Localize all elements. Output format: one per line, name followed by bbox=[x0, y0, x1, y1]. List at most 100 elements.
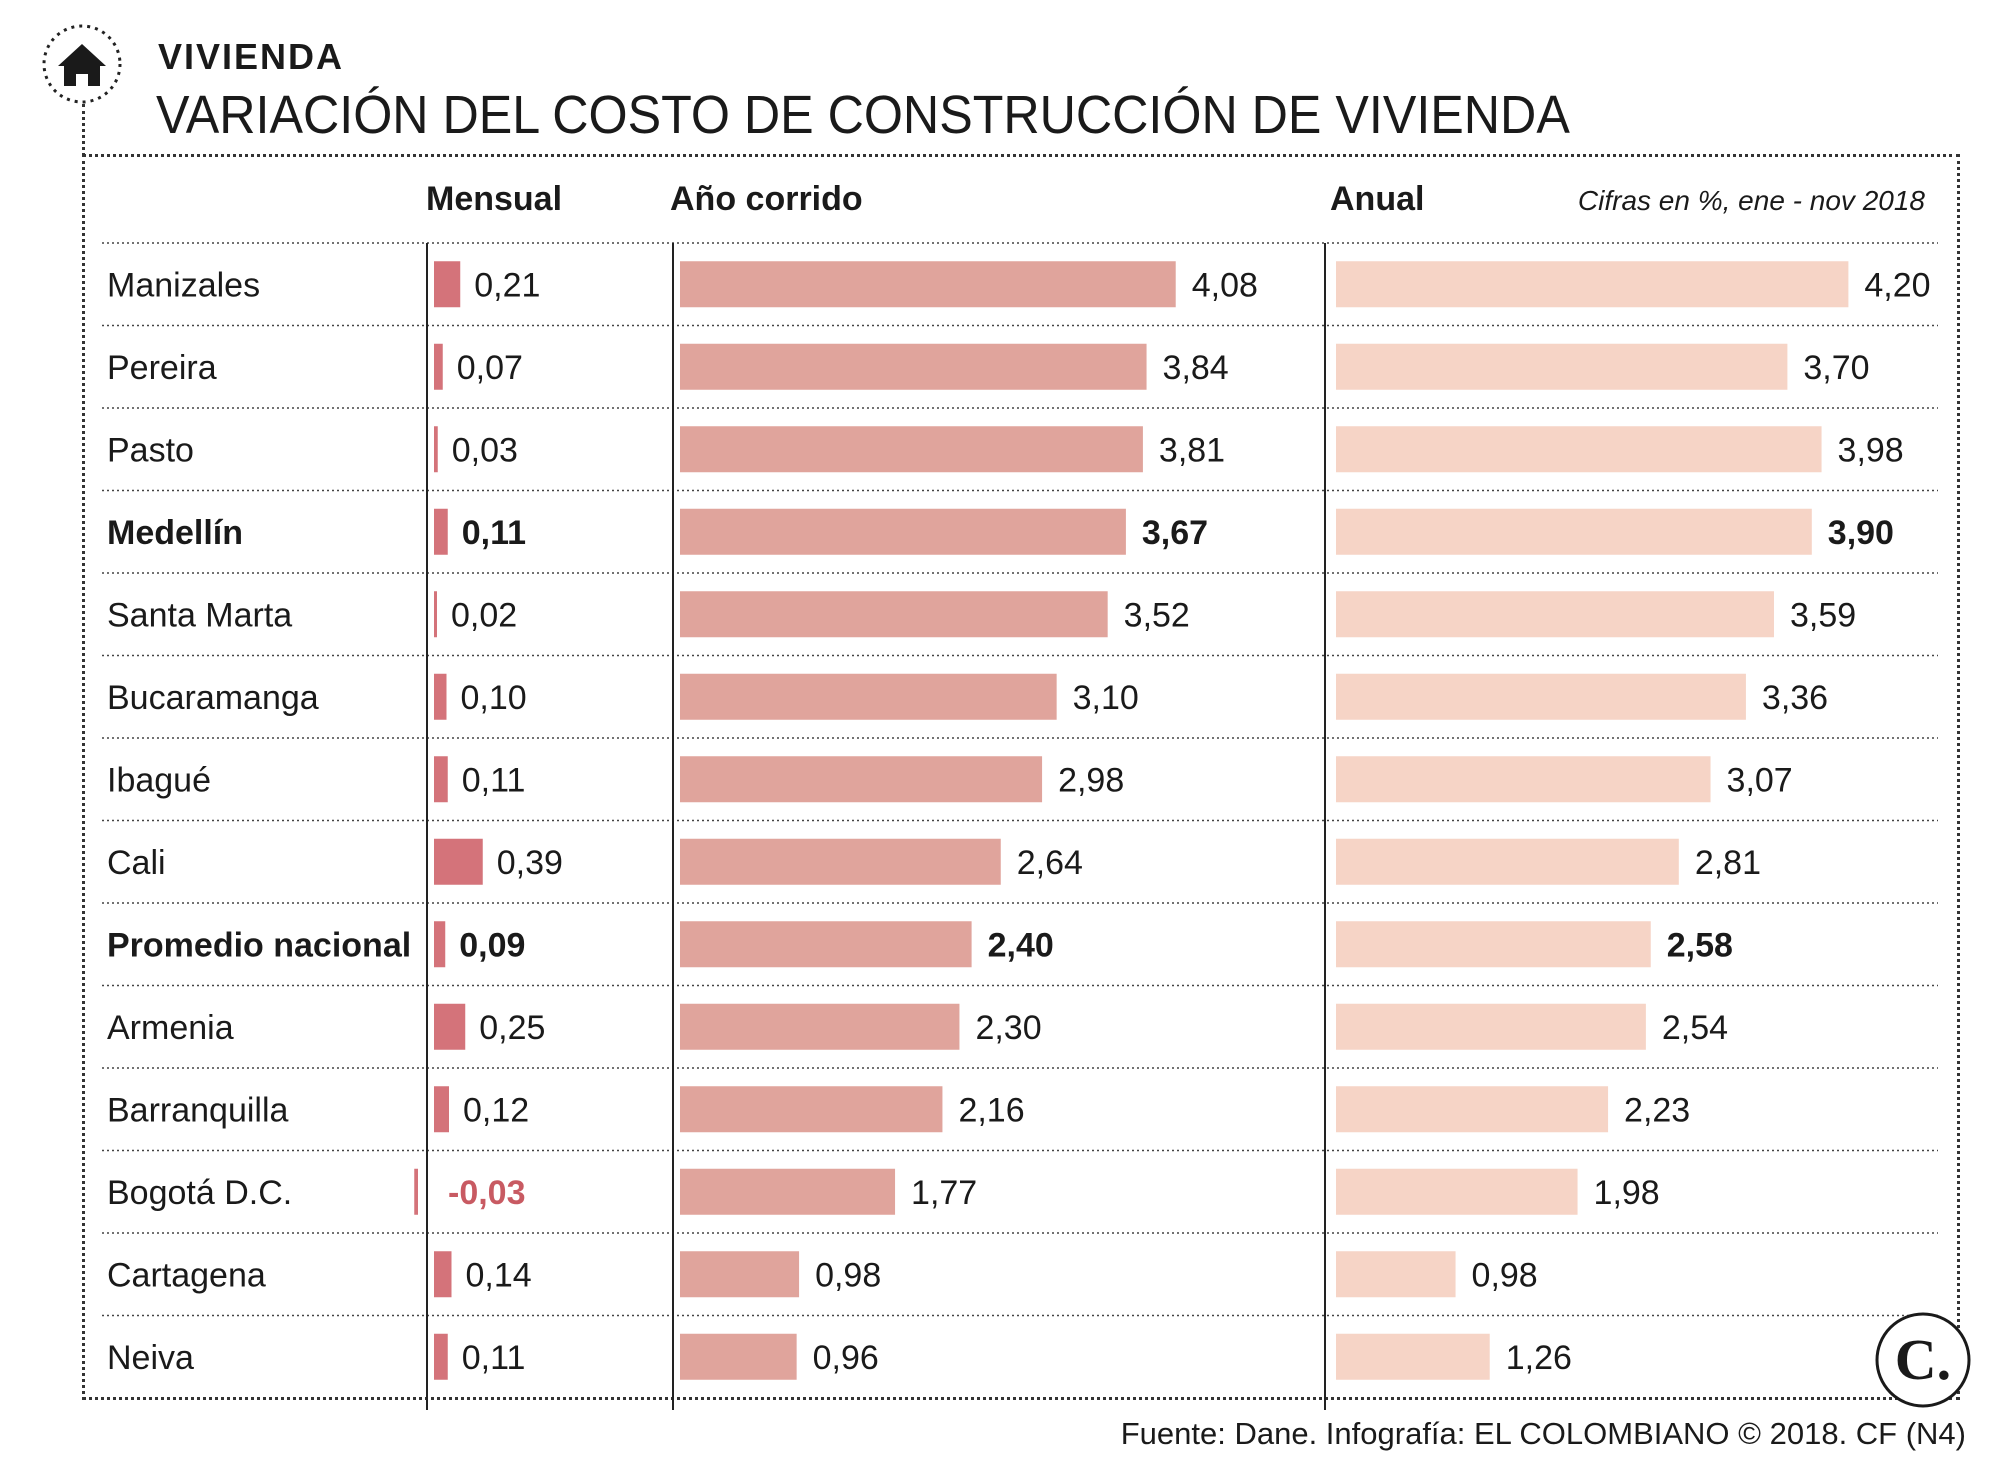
anual-bar bbox=[1336, 673, 1746, 720]
ano-corrido-value-label: 1,77 bbox=[911, 1174, 977, 1212]
anual-bar bbox=[1336, 261, 1849, 308]
ano-corrido-value-label: 0,98 bbox=[815, 1256, 881, 1294]
anual-value-label: 4,20 bbox=[1864, 266, 1930, 304]
anual-value-label: 3,36 bbox=[1762, 679, 1828, 717]
ano-corrido-value-label: 3,52 bbox=[1124, 596, 1190, 634]
anual-bar bbox=[1336, 1086, 1609, 1133]
ano-corrido-bar bbox=[680, 261, 1176, 308]
category-label: Barranquilla bbox=[107, 1091, 289, 1129]
mensual-bar bbox=[434, 343, 443, 390]
mensual-value-label: 0,09 bbox=[459, 926, 525, 964]
page-title: VARIACIÓN DEL COSTO DE CONSTRUCCIÓN DE V… bbox=[156, 85, 1570, 145]
anual-bar bbox=[1336, 1251, 1456, 1298]
frame-leader-line bbox=[82, 104, 85, 156]
mensual-value-label: 0,21 bbox=[474, 266, 540, 304]
ano-corrido-value-label: 3,84 bbox=[1163, 349, 1229, 387]
mensual-bar bbox=[434, 1086, 449, 1133]
ano-corrido-bar bbox=[680, 1333, 797, 1380]
category-label: Pasto bbox=[107, 431, 194, 469]
ano-corrido-bar bbox=[680, 673, 1057, 720]
ano-corrido-bar bbox=[680, 426, 1143, 473]
ano-corrido-bar bbox=[680, 1086, 943, 1133]
section-label: VIVIENDA bbox=[158, 36, 345, 77]
mensual-bar bbox=[434, 673, 447, 720]
mensual-value-label: 0,39 bbox=[497, 844, 563, 882]
anual-bar bbox=[1336, 1003, 1646, 1050]
mensual-value-label: 0,11 bbox=[462, 761, 526, 799]
ano-corrido-value-label: 2,98 bbox=[1058, 761, 1124, 799]
mensual-bar bbox=[434, 1003, 466, 1050]
mensual-bar bbox=[434, 838, 483, 885]
category-label: Santa Marta bbox=[107, 596, 292, 634]
ano-corrido-value-label: 3,67 bbox=[1142, 514, 1208, 552]
column-header-ano-corrido: Año corrido bbox=[670, 180, 863, 218]
anual-value-label: 3,59 bbox=[1790, 596, 1856, 634]
ano-corrido-bar bbox=[680, 1003, 960, 1050]
anual-value-label: 1,98 bbox=[1594, 1174, 1660, 1212]
column-header-mensual: Mensual bbox=[426, 180, 562, 218]
anual-value-label: 0,98 bbox=[1472, 1256, 1538, 1294]
ano-corrido-value-label: 2,30 bbox=[975, 1009, 1041, 1047]
category-label: Armenia bbox=[107, 1009, 234, 1047]
category-label: Cali bbox=[107, 844, 166, 882]
anual-bar bbox=[1336, 1168, 1578, 1215]
mensual-bar bbox=[434, 921, 446, 968]
category-label: Manizales bbox=[107, 266, 260, 304]
mensual-bar bbox=[434, 1251, 452, 1298]
el-colombiano-logo: C. bbox=[1875, 1312, 1971, 1408]
mensual-bar bbox=[414, 1168, 418, 1215]
mensual-bar bbox=[434, 426, 438, 473]
ano-corrido-value-label: 3,10 bbox=[1073, 679, 1139, 717]
category-label: Pereira bbox=[107, 349, 217, 387]
chart-frame bbox=[82, 154, 1960, 1400]
ano-corrido-bar bbox=[680, 508, 1126, 555]
ano-corrido-value-label: 3,81 bbox=[1159, 431, 1225, 469]
anual-value-label: 2,58 bbox=[1667, 926, 1733, 964]
anual-bar bbox=[1336, 343, 1788, 390]
mensual-bar bbox=[434, 756, 448, 803]
units-note: Cifras en %, ene - nov 2018 bbox=[1578, 185, 1926, 216]
anual-value-label: 3,98 bbox=[1838, 431, 1904, 469]
ano-corrido-bar bbox=[680, 1251, 800, 1298]
ano-corrido-bar bbox=[680, 838, 1001, 885]
ano-corrido-bar bbox=[680, 343, 1147, 390]
ano-corrido-value-label: 2,64 bbox=[1017, 844, 1083, 882]
anual-bar bbox=[1336, 1333, 1490, 1380]
mensual-value-label: 0,07 bbox=[457, 349, 523, 387]
mensual-value-label: 0,14 bbox=[466, 1256, 532, 1294]
mensual-value-label: 0,03 bbox=[452, 431, 518, 469]
anual-value-label: 2,23 bbox=[1624, 1091, 1690, 1129]
anual-bar bbox=[1336, 426, 1822, 473]
logo-text: C. bbox=[1895, 1327, 1951, 1392]
column-header-anual: Anual bbox=[1330, 180, 1424, 218]
ano-corrido-bar bbox=[680, 1168, 896, 1215]
category-label: Cartagena bbox=[107, 1256, 266, 1294]
mensual-value-label: 0,11 bbox=[462, 1339, 526, 1377]
mensual-value-label: 0,12 bbox=[463, 1091, 529, 1129]
category-label: Promedio nacional bbox=[107, 926, 411, 964]
mensual-value-label: 0,11 bbox=[462, 514, 526, 552]
anual-bar bbox=[1336, 591, 1774, 638]
anual-value-label: 2,81 bbox=[1695, 844, 1761, 882]
ano-corrido-bar bbox=[680, 591, 1108, 638]
anual-bar bbox=[1336, 508, 1812, 555]
anual-bar bbox=[1336, 838, 1679, 885]
mensual-value-label: 0,25 bbox=[479, 1009, 545, 1047]
category-label: Medellín bbox=[107, 514, 243, 552]
category-label: Bogotá D.C. bbox=[107, 1174, 292, 1212]
ano-corrido-bar bbox=[680, 921, 972, 968]
category-label: Neiva bbox=[107, 1339, 194, 1377]
anual-bar bbox=[1336, 756, 1711, 803]
anual-value-label: 2,54 bbox=[1662, 1009, 1728, 1047]
source-note: Fuente: Dane. Infografía: EL COLOMBIANO … bbox=[1120, 1416, 1966, 1451]
anual-value-label: 3,90 bbox=[1828, 514, 1894, 552]
mensual-bar bbox=[434, 1333, 448, 1380]
ano-corrido-bar bbox=[680, 756, 1043, 803]
anual-value-label: 3,07 bbox=[1727, 761, 1793, 799]
anual-value-label: 1,26 bbox=[1506, 1339, 1572, 1377]
mensual-value-label: 0,02 bbox=[451, 596, 517, 634]
ano-corrido-value-label: 0,96 bbox=[813, 1339, 879, 1377]
house-icon bbox=[42, 24, 122, 104]
category-label: Bucaramanga bbox=[107, 679, 319, 717]
